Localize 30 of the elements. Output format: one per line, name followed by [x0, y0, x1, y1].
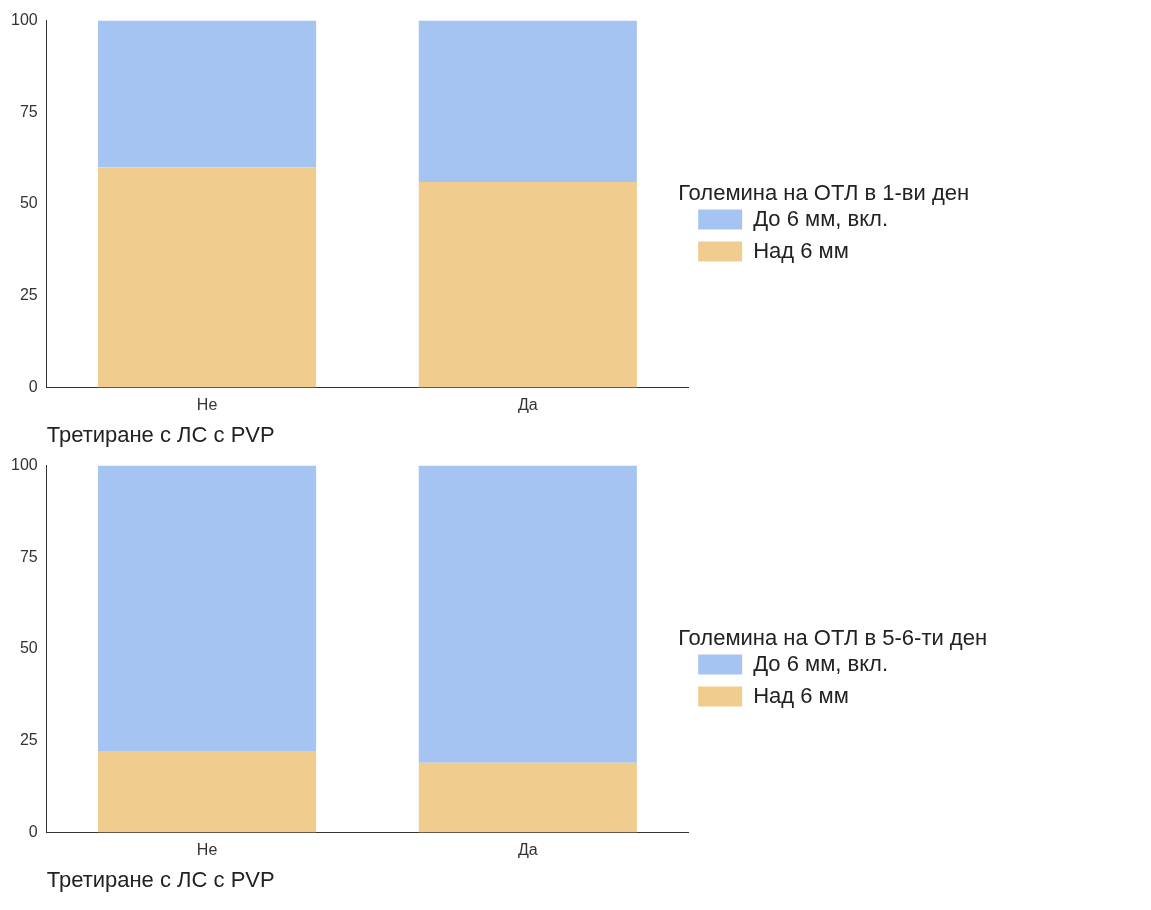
bar — [98, 167, 317, 388]
bar — [98, 751, 317, 833]
y-tick-label: 0 — [28, 377, 38, 395]
x-axis-title: Третиране с ЛС с PVP — [46, 421, 275, 447]
bar — [98, 465, 317, 752]
x-tick-label: Да — [517, 841, 538, 859]
legend-label: До 6 мм, вкл. — [753, 205, 888, 231]
x-axis-title: Третиране с ЛС с PVP — [46, 866, 275, 892]
legend-title: Големина на ОТЛ в 5-6-ти ден — [678, 624, 988, 650]
y-tick-label: 50 — [19, 639, 38, 657]
legend-label: Над 6 мм — [753, 682, 849, 708]
legend-label: Над 6 мм — [753, 237, 849, 263]
bar — [418, 762, 637, 833]
y-tick-label: 25 — [19, 286, 38, 304]
y-tick-label: 100 — [10, 11, 38, 29]
x-tick-label: Да — [517, 396, 538, 414]
bar — [418, 20, 637, 182]
y-tick-label: 0 — [28, 822, 38, 840]
legend-label: До 6 мм, вкл. — [753, 650, 888, 676]
y-tick-label: 75 — [19, 102, 38, 120]
y-tick-label: 50 — [19, 194, 38, 212]
bar — [98, 20, 317, 168]
y-tick-label: 100 — [10, 456, 38, 474]
y-tick-label: 75 — [19, 547, 38, 565]
bar — [418, 181, 637, 388]
legend-title: Големина на ОТЛ в 1-ви ден — [678, 179, 970, 205]
bar — [418, 465, 637, 763]
x-tick-label: Не — [196, 841, 218, 859]
x-tick-label: Не — [196, 396, 218, 414]
y-tick-label: 25 — [19, 731, 38, 749]
